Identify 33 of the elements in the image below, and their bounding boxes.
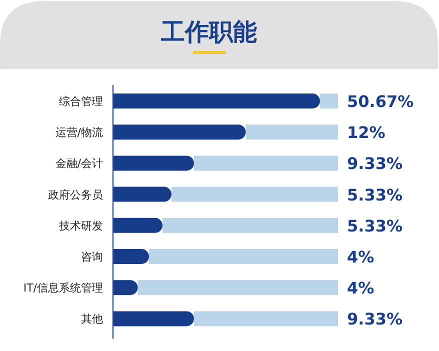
y-tick-label: 咨询: [81, 250, 103, 264]
bar: [113, 280, 138, 296]
text: 5.33%: [347, 216, 403, 236]
bar: [162, 218, 338, 233]
text: 50.67%: [347, 92, 414, 111]
y-tick-label: IT/信息系统管理: [23, 282, 103, 295]
bar: [113, 124, 246, 140]
bar: [113, 94, 320, 108]
bar: [246, 124, 338, 140]
y-tick-label: 技术研发: [58, 219, 103, 232]
y-tick-label: 政府公务员: [48, 188, 103, 202]
bar: [113, 186, 172, 202]
bar: [113, 156, 194, 171]
text: 9.33%: [347, 154, 403, 174]
bar: [113, 218, 162, 233]
text: 4%: [347, 278, 374, 298]
y-tick-label: 综合管理: [59, 95, 103, 108]
text: 5.33%: [347, 185, 403, 204]
chart-title: 工作职能: [160, 18, 257, 46]
bar: [194, 311, 338, 326]
bar: [320, 94, 338, 108]
text: 12%: [347, 123, 386, 142]
bar: [138, 280, 338, 296]
text: 4%: [347, 248, 374, 266]
bar: [172, 186, 338, 202]
text: 9.33%: [347, 310, 403, 329]
bar: [113, 249, 149, 264]
y-tick-label: 其他: [81, 312, 103, 326]
bar: [194, 156, 338, 171]
bar: [113, 311, 194, 326]
y-tick-label: 金融/会计: [55, 157, 103, 170]
y-tick-label: 运营/物流: [55, 126, 103, 140]
bar: [149, 249, 338, 264]
